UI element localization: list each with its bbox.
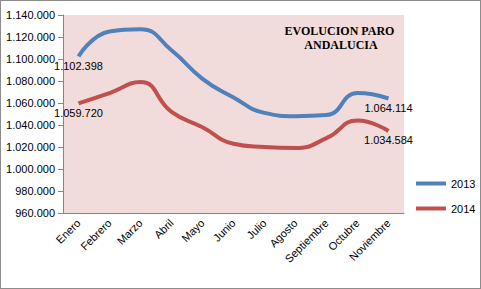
svg-text:1.100.000: 1.100.000 [6,53,55,65]
svg-text:Marzo: Marzo [115,217,145,247]
svg-text:1.120.000: 1.120.000 [6,31,55,43]
svg-text:1.059.720: 1.059.720 [54,107,103,119]
svg-text:1.140.000: 1.140.000 [6,9,55,21]
svg-text:960.000: 960.000 [15,207,55,219]
svg-text:1.064.114: 1.064.114 [364,102,412,114]
svg-text:2013: 2013 [451,178,475,190]
svg-text:Febrero: Febrero [78,217,114,253]
svg-text:Agosto: Agosto [267,216,300,250]
svg-text:Octubre: Octubre [325,216,362,253]
svg-text:1.000.000: 1.000.000 [6,163,55,175]
svg-text:Noviembre: Noviembre [347,217,393,263]
svg-text:Abril: Abril [152,217,176,241]
svg-text:1.020.000: 1.020.000 [6,141,55,153]
svg-text:Enero: Enero [54,217,83,246]
svg-text:Septiembre: Septiembre [283,217,331,265]
svg-text:Junio: Junio [211,217,238,244]
svg-text:1.034.584: 1.034.584 [364,134,413,146]
svg-text:ANDALUCIA: ANDALUCIA [304,38,378,52]
svg-text:1.102.398: 1.102.398 [54,60,103,72]
svg-text:EVOLUCION PARO: EVOLUCION PARO [285,24,398,38]
svg-text:1.080.000: 1.080.000 [6,75,55,87]
svg-text:Mayo: Mayo [179,217,206,244]
svg-text:Julio: Julio [244,217,268,241]
svg-text:2014: 2014 [451,203,475,215]
svg-text:980.000: 980.000 [15,185,55,197]
svg-text:1.040.000: 1.040.000 [6,119,55,131]
svg-text:1.060.000: 1.060.000 [6,97,55,109]
